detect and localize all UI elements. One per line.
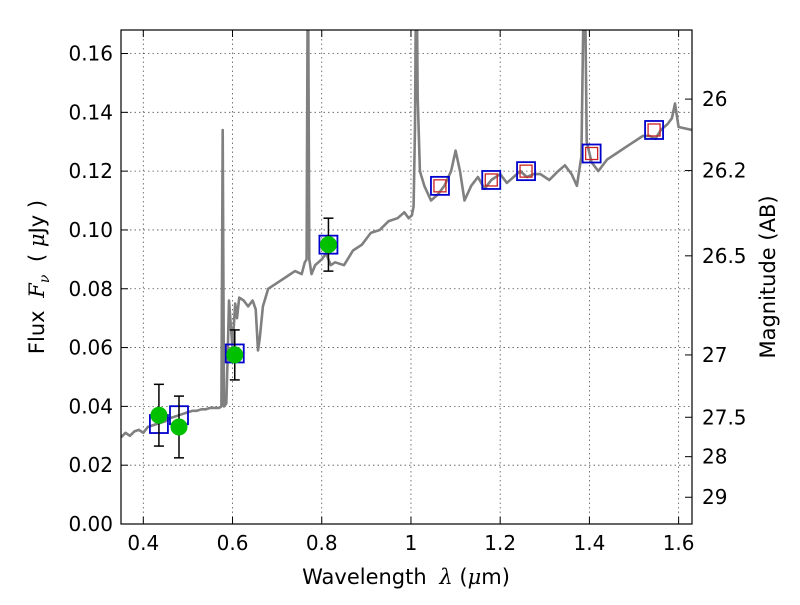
- y-axis-label-unit-rest: Jy ): [25, 200, 49, 236]
- model-photometry-inner-square: [647, 123, 661, 137]
- model-photometry-square: [516, 161, 536, 182]
- y-tick-label: 0.12: [68, 159, 113, 183]
- observed-photometry-point: [319, 236, 337, 254]
- model-photometry-inner-square: [484, 173, 498, 187]
- spectrum-line: [121, 30, 692, 439]
- model-photometry-inner-square: [584, 146, 599, 161]
- model-photometry-inner-square: [433, 179, 447, 193]
- y-axis-label-prefix: Flux: [25, 310, 49, 354]
- series-layer: [121, 30, 692, 459]
- x-tick-label: 1.4: [573, 531, 605, 555]
- y2-tick-label: 26.2: [702, 159, 747, 183]
- x-tick-label: 1: [405, 531, 418, 555]
- observed-photometry-point: [150, 406, 168, 424]
- y-tick-label: 0.14: [68, 100, 113, 124]
- plot-area: [121, 30, 692, 524]
- x-axis-label-unit-open: (: [459, 565, 467, 589]
- x-axis-label-prefix: Wavelength: [302, 565, 427, 589]
- y-tick-label: 0.04: [68, 394, 113, 418]
- y-tick-label: 0.08: [68, 277, 113, 301]
- plot-frame: [120, 29, 693, 525]
- y-axis-label-subscript: ν: [37, 274, 53, 283]
- model-photometry-inner-square: [519, 164, 533, 178]
- x-axis-label: Wavelength λ (μm): [302, 565, 510, 589]
- x-axis-label-symbol: λ: [438, 565, 452, 589]
- y2-tick-label: 26: [702, 87, 727, 111]
- y-tick-label: 0.16: [68, 42, 113, 66]
- x-tick-label: 0.4: [127, 531, 159, 555]
- observed-photometry-point: [170, 418, 188, 436]
- y-axis-label-unit-mu: μ: [25, 233, 49, 247]
- y-tick-label: 0.06: [68, 336, 113, 360]
- x-tick-label: 0.6: [217, 531, 249, 555]
- x-tick-label: 1.6: [663, 531, 695, 555]
- x-tick-label: 1.2: [484, 531, 516, 555]
- y2-tick-label: 29: [702, 485, 727, 509]
- y2-axis-label: Magnitude (AB): [756, 195, 780, 358]
- y-axis-label-symbol: F: [25, 282, 49, 299]
- y-axis-label: Flux Fν ( μJy ): [25, 200, 53, 354]
- y2-tick-label: 28: [702, 445, 727, 469]
- y-axis-label-unit-open: (: [25, 254, 49, 262]
- y-tick-label: 0.02: [68, 453, 113, 477]
- model-photometry-square: [644, 120, 664, 140]
- y-tick-label: 0.00: [68, 512, 113, 536]
- observed-photometry-point: [226, 346, 244, 364]
- ticks: 0.4 0.6 0.8 1 1.2 1.4 1.6 0.00 0.02 0.04 0.06 0.08 0…: [68, 30, 747, 555]
- model-photometry-square: [581, 143, 602, 164]
- y2-tick-label: 27: [702, 343, 727, 367]
- x-tick-label: 0.8: [306, 531, 338, 555]
- y-tick-label: 0.10: [68, 218, 113, 242]
- model-photometry-square: [430, 175, 450, 196]
- y2-tick-label: 26.5: [702, 244, 747, 268]
- x-axis-label-unit-rest: m): [481, 565, 510, 589]
- model-photometry-square: [481, 170, 502, 190]
- x-axis-label-unit-mu: μ: [468, 565, 482, 589]
- y2-tick-label: 27.5: [702, 405, 747, 429]
